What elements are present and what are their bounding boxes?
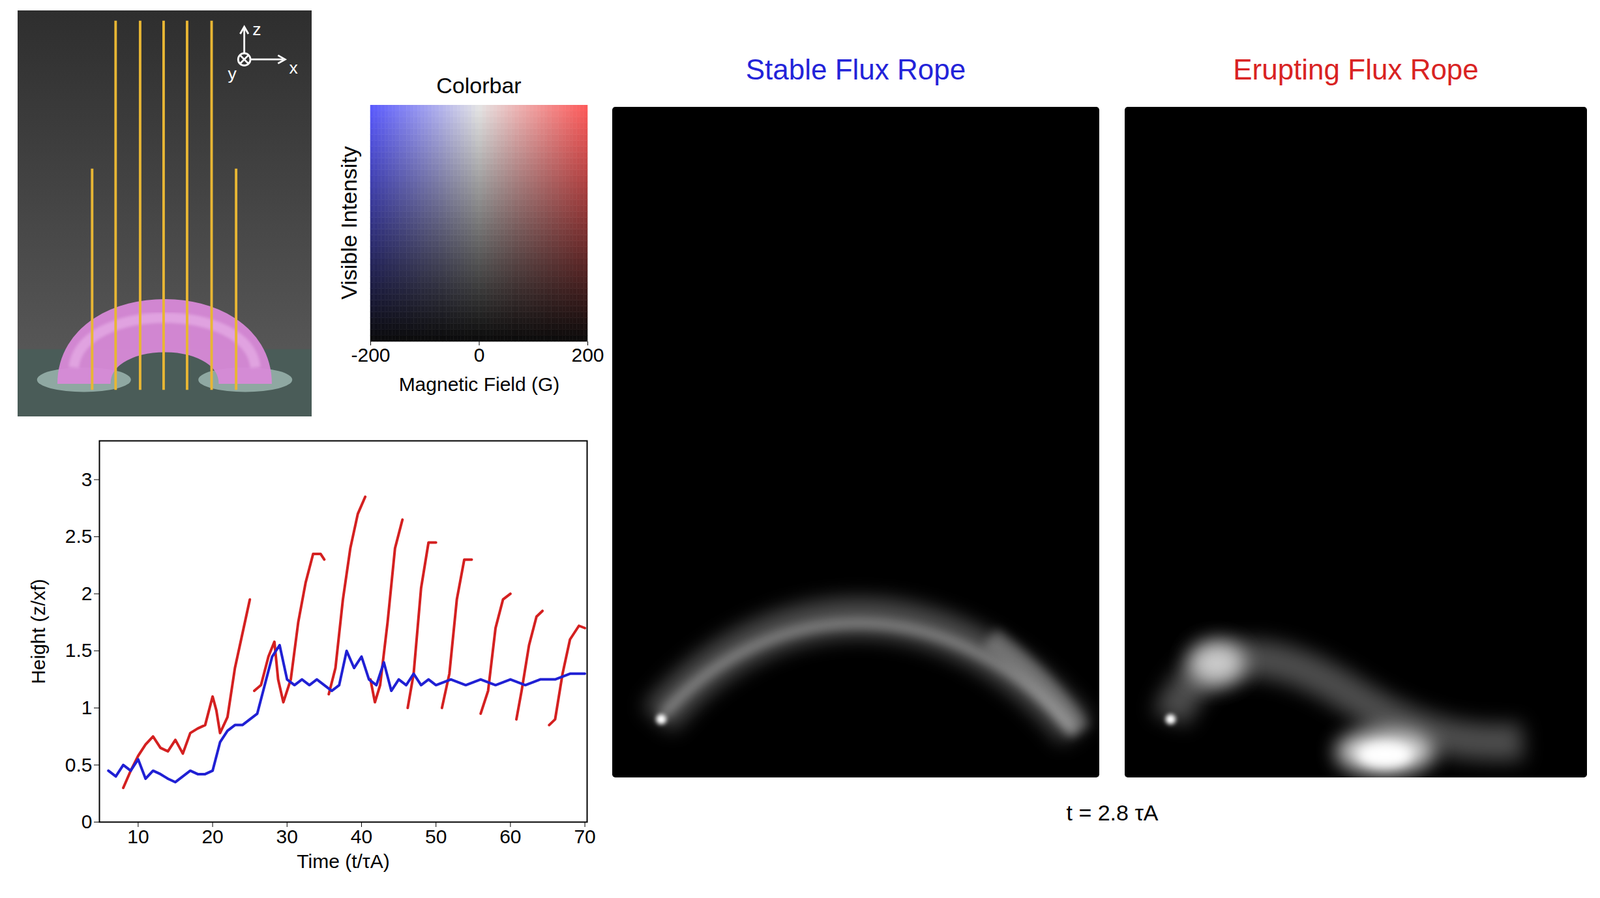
- svg-text:0.5: 0.5: [65, 754, 93, 776]
- svg-text:Time (t/τA): Time (t/τA): [296, 850, 390, 873]
- svg-text:-200: -200: [350, 344, 390, 366]
- html-text:Stable Flux Rope: Stable Flux Rope: [745, 53, 966, 86]
- svg-text:200: 200: [571, 344, 604, 366]
- svg-text:70: 70: [573, 826, 596, 848]
- svg-text:Height (z/xf): Height (z/xf): [27, 578, 49, 685]
- svg-text:0: 0: [81, 811, 93, 833]
- svg-text:z: z: [252, 19, 261, 40]
- html-text:t = 2.8 τA: t = 2.8 τA: [1066, 800, 1159, 826]
- svg-text:0: 0: [474, 344, 486, 366]
- svg-text:1.5: 1.5: [65, 639, 93, 662]
- svg-text:30: 30: [276, 826, 298, 848]
- html-text:Erupting Flux Rope: Erupting Flux Rope: [1233, 53, 1479, 86]
- svg-text:2: 2: [81, 582, 93, 605]
- html-text:Colorbar: Colorbar: [436, 73, 522, 98]
- svg-text:x: x: [289, 58, 299, 78]
- svg-text:Magnetic Field (G): Magnetic Field (G): [399, 373, 561, 396]
- svg-text:50: 50: [425, 826, 447, 848]
- html-text:Visible Intensity: Visible Intensity: [336, 146, 361, 300]
- svg-text:40: 40: [350, 826, 373, 848]
- svg-text:1: 1: [81, 696, 93, 719]
- svg-text:3: 3: [81, 468, 93, 491]
- svg-text:20: 20: [201, 826, 223, 848]
- svg-text:y: y: [228, 63, 238, 84]
- svg-text:2.5: 2.5: [65, 525, 93, 548]
- svg-text:10: 10: [127, 826, 149, 848]
- svg-text:60: 60: [499, 826, 521, 848]
